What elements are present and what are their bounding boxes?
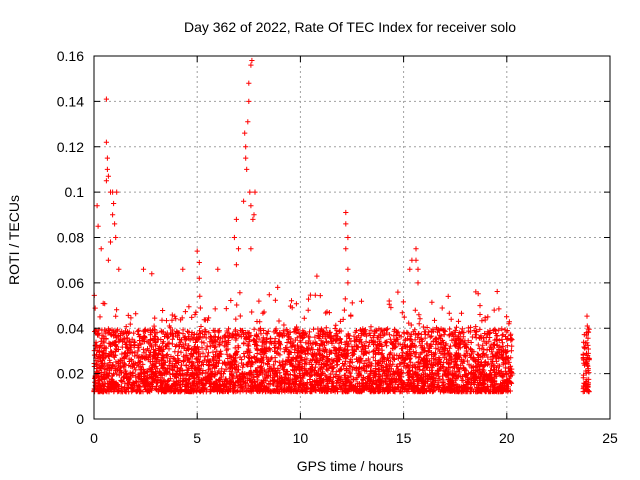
x-tick-label: 10 [293, 430, 309, 446]
axis-ticks: 0 0.02 0.04 0.06 0.08 0.1 0.12 0.14 0.16 0 5 10 15 20… [57, 48, 618, 446]
x-tick-label: 15 [396, 430, 412, 446]
y-axis-label: ROTI / TECUs [6, 195, 22, 285]
grid [94, 56, 610, 419]
y-tick-label: 0.16 [57, 48, 84, 64]
y-tick-label: 0 [76, 411, 84, 427]
y-tick-label: 0.06 [57, 275, 84, 291]
y-tick-label: 0.08 [57, 230, 84, 246]
data-points [91, 57, 592, 395]
x-tick-label: 25 [602, 430, 618, 446]
roti-points [91, 57, 592, 395]
chart-title: Day 362 of 2022, Rate Of TEC Index for r… [184, 19, 516, 35]
x-tick-label: 0 [90, 430, 98, 446]
x-axis-label: GPS time / hours [297, 458, 404, 474]
x-tick-label: 5 [193, 430, 201, 446]
y-tick-label: 0.12 [57, 139, 84, 155]
y-tick-label: 0.1 [65, 184, 85, 200]
y-tick-label: 0.04 [57, 320, 84, 336]
y-tick-label: 0.14 [57, 93, 84, 109]
x-tick-label: 20 [499, 430, 515, 446]
y-tick-label: 0.02 [57, 366, 84, 382]
